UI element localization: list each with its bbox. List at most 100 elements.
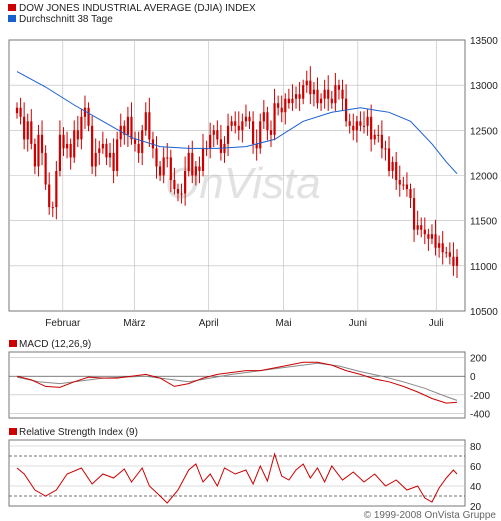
candle-body [277,103,280,108]
candle-body [366,116,369,126]
candle-body [280,107,283,113]
candle-body [455,256,459,266]
copyright: © 1999-2008 OnVista Gruppe [364,510,497,521]
candle-body [241,121,244,131]
candle-body [248,116,251,122]
candle-body [380,134,383,149]
candle-body [362,125,366,127]
rsi-grid [9,445,465,497]
candle-body [33,143,36,167]
candle-body [191,152,194,176]
candle-body [395,161,398,181]
candle-body [48,184,51,208]
candle-body [26,121,29,140]
candle-body [391,161,394,171]
macd-grid [9,357,465,414]
candle-body [234,121,237,126]
candle-body [323,89,326,99]
candle-body [312,89,316,95]
price-y-tick-label: 13500 [470,36,498,47]
candle-body [62,134,65,149]
macd-title: MACD (12,26,9) [19,339,91,350]
candle-body [83,107,87,117]
candle-body [158,166,162,176]
candle-body [259,121,262,149]
price-y-tick-label: 11000 [470,262,498,273]
candle-body [126,116,129,135]
candle-body [298,94,301,99]
candle-body [58,134,62,171]
candle-body [262,112,265,122]
price-y-tick-label: 13000 [470,81,498,92]
month-label: Mai [275,318,291,329]
candle-body [201,148,205,171]
candle-body [119,125,122,140]
month-label: Juni [349,318,367,329]
candle-body [405,184,409,190]
price-y-tick-label: 11500 [470,217,498,228]
candle-body [73,130,76,158]
candle-body [294,94,298,99]
candle-body [420,225,423,230]
candle-body [244,116,248,122]
candle-body [44,152,47,185]
candle-body [284,98,287,113]
rsi-y-ticks: 80 60 40 20 [470,442,482,513]
candle-body [226,125,230,144]
candle-body [434,234,437,248]
price-y-tick-label: 10500 [470,307,498,318]
month-label: Juli [429,318,444,329]
legend-swatch-index [8,4,16,11]
candle-body [40,134,44,153]
candle-body [112,152,115,171]
candle-body [302,85,305,99]
macd-y-ticks: 200 0 -200 -400 [470,354,490,421]
candle-body [137,143,140,153]
candle-body [255,143,258,149]
candle-body [169,157,172,181]
macd-line [16,361,458,404]
candle-body [327,89,330,99]
candle-body [330,98,333,104]
candle-body [398,180,401,185]
candle-body [180,193,183,195]
candle-body [65,143,69,149]
macd-panel [8,351,466,419]
candle-body [337,85,341,90]
candle-body [116,139,119,171]
legend-swatch-avg [8,15,16,22]
candle-body [409,189,412,199]
macd-title-swatch [9,340,17,347]
macd-y-tick-label: 0 [470,372,476,383]
month-labels: Februar März April Mai Juni Juli [45,318,443,329]
candle-body [144,112,147,131]
candle-body [51,207,54,209]
candle-body [101,143,104,149]
candle-body [173,180,176,190]
candle-body [162,157,165,176]
candle-body [341,89,344,99]
candle-body [266,112,269,131]
candle-body [141,130,144,153]
candle-body [198,166,201,171]
candle-body [76,130,79,140]
candle-body [55,170,58,208]
candle-body [438,243,441,248]
candle-body [377,134,380,136]
candle-body [91,125,94,167]
candle-body [287,98,290,104]
candle-body [355,121,358,131]
month-label: Februar [45,318,81,329]
candle-body [15,107,19,114]
candle-body [148,112,151,140]
candle-body [237,125,240,131]
candle-body [402,184,405,186]
candle-body [423,229,426,235]
candle-body [184,170,187,194]
month-label: April [199,318,219,329]
rsi-y-tick-label: 20 [470,502,482,513]
month-label: März [123,318,145,329]
candle-body [176,189,180,194]
candle-body [269,130,273,135]
